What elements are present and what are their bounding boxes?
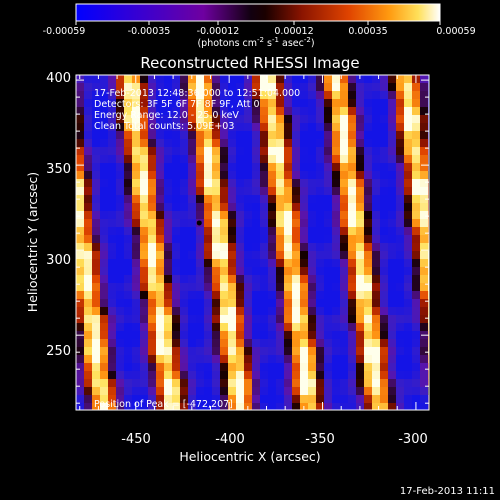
colorbar-unit-label: (photons cm-2 s-1 asec-2) — [197, 36, 314, 49]
footer-timestamp: 17-Feb-2013 11:11 — [400, 486, 495, 497]
y-tick-label-0: 250 — [46, 344, 71, 359]
colorbar-tick-1: -0.00035 — [128, 26, 171, 37]
colorbar-tick-3: 0.00012 — [274, 26, 313, 37]
info-energy-range: Energy Range: 12.0 - 25.0 keV — [94, 110, 239, 121]
peak-position-label: Position of Peak = [-472,207] — [94, 399, 233, 410]
colorbar-tick-5: 0.00059 — [436, 26, 475, 37]
y-axis-title: Heliocentric Y (arcsec) — [25, 172, 40, 312]
x-tick-label-3: -300 — [398, 432, 428, 447]
plot-title: Reconstructed RHESSI Image — [140, 54, 359, 72]
plot-frame — [75, 74, 430, 411]
info-time-range: 17-Feb-2013 12:48:36.000 to 12:51:04.000 — [94, 88, 300, 99]
colorbar-tick-4: 0.00035 — [348, 26, 387, 37]
peak-marker — [196, 220, 202, 226]
x-tick-label-2: -350 — [305, 432, 335, 447]
x-tick-label-0: -450 — [121, 432, 151, 447]
y-tick-label-1: 300 — [46, 253, 71, 268]
axis-ticks — [76, 75, 429, 410]
image-info: 17-Feb-2013 12:48:36.000 to 12:51:04.000… — [94, 88, 300, 132]
rhessi-image — [76, 75, 429, 410]
x-axis-title: Heliocentric X (arcsec) — [179, 449, 320, 464]
x-tick-label-1: -400 — [215, 432, 245, 447]
colorbar-tick-0: -0.00059 — [43, 26, 86, 37]
info-detectors: Detectors: 3F 5F 6F 7F 8F 9F, Att 0 — [94, 99, 260, 110]
colorbar-tick-2: -0.00012 — [197, 26, 240, 37]
info-clean-counts: Clean Total counts: 5.09E+03 — [94, 121, 234, 132]
y-tick-label-3: 400 — [46, 71, 71, 86]
y-tick-label-2: 350 — [46, 162, 71, 177]
colorbar-gradient — [75, 3, 441, 22]
colorbar: -0.00059 -0.00035 -0.00012 0.00012 0.000… — [43, 3, 476, 49]
